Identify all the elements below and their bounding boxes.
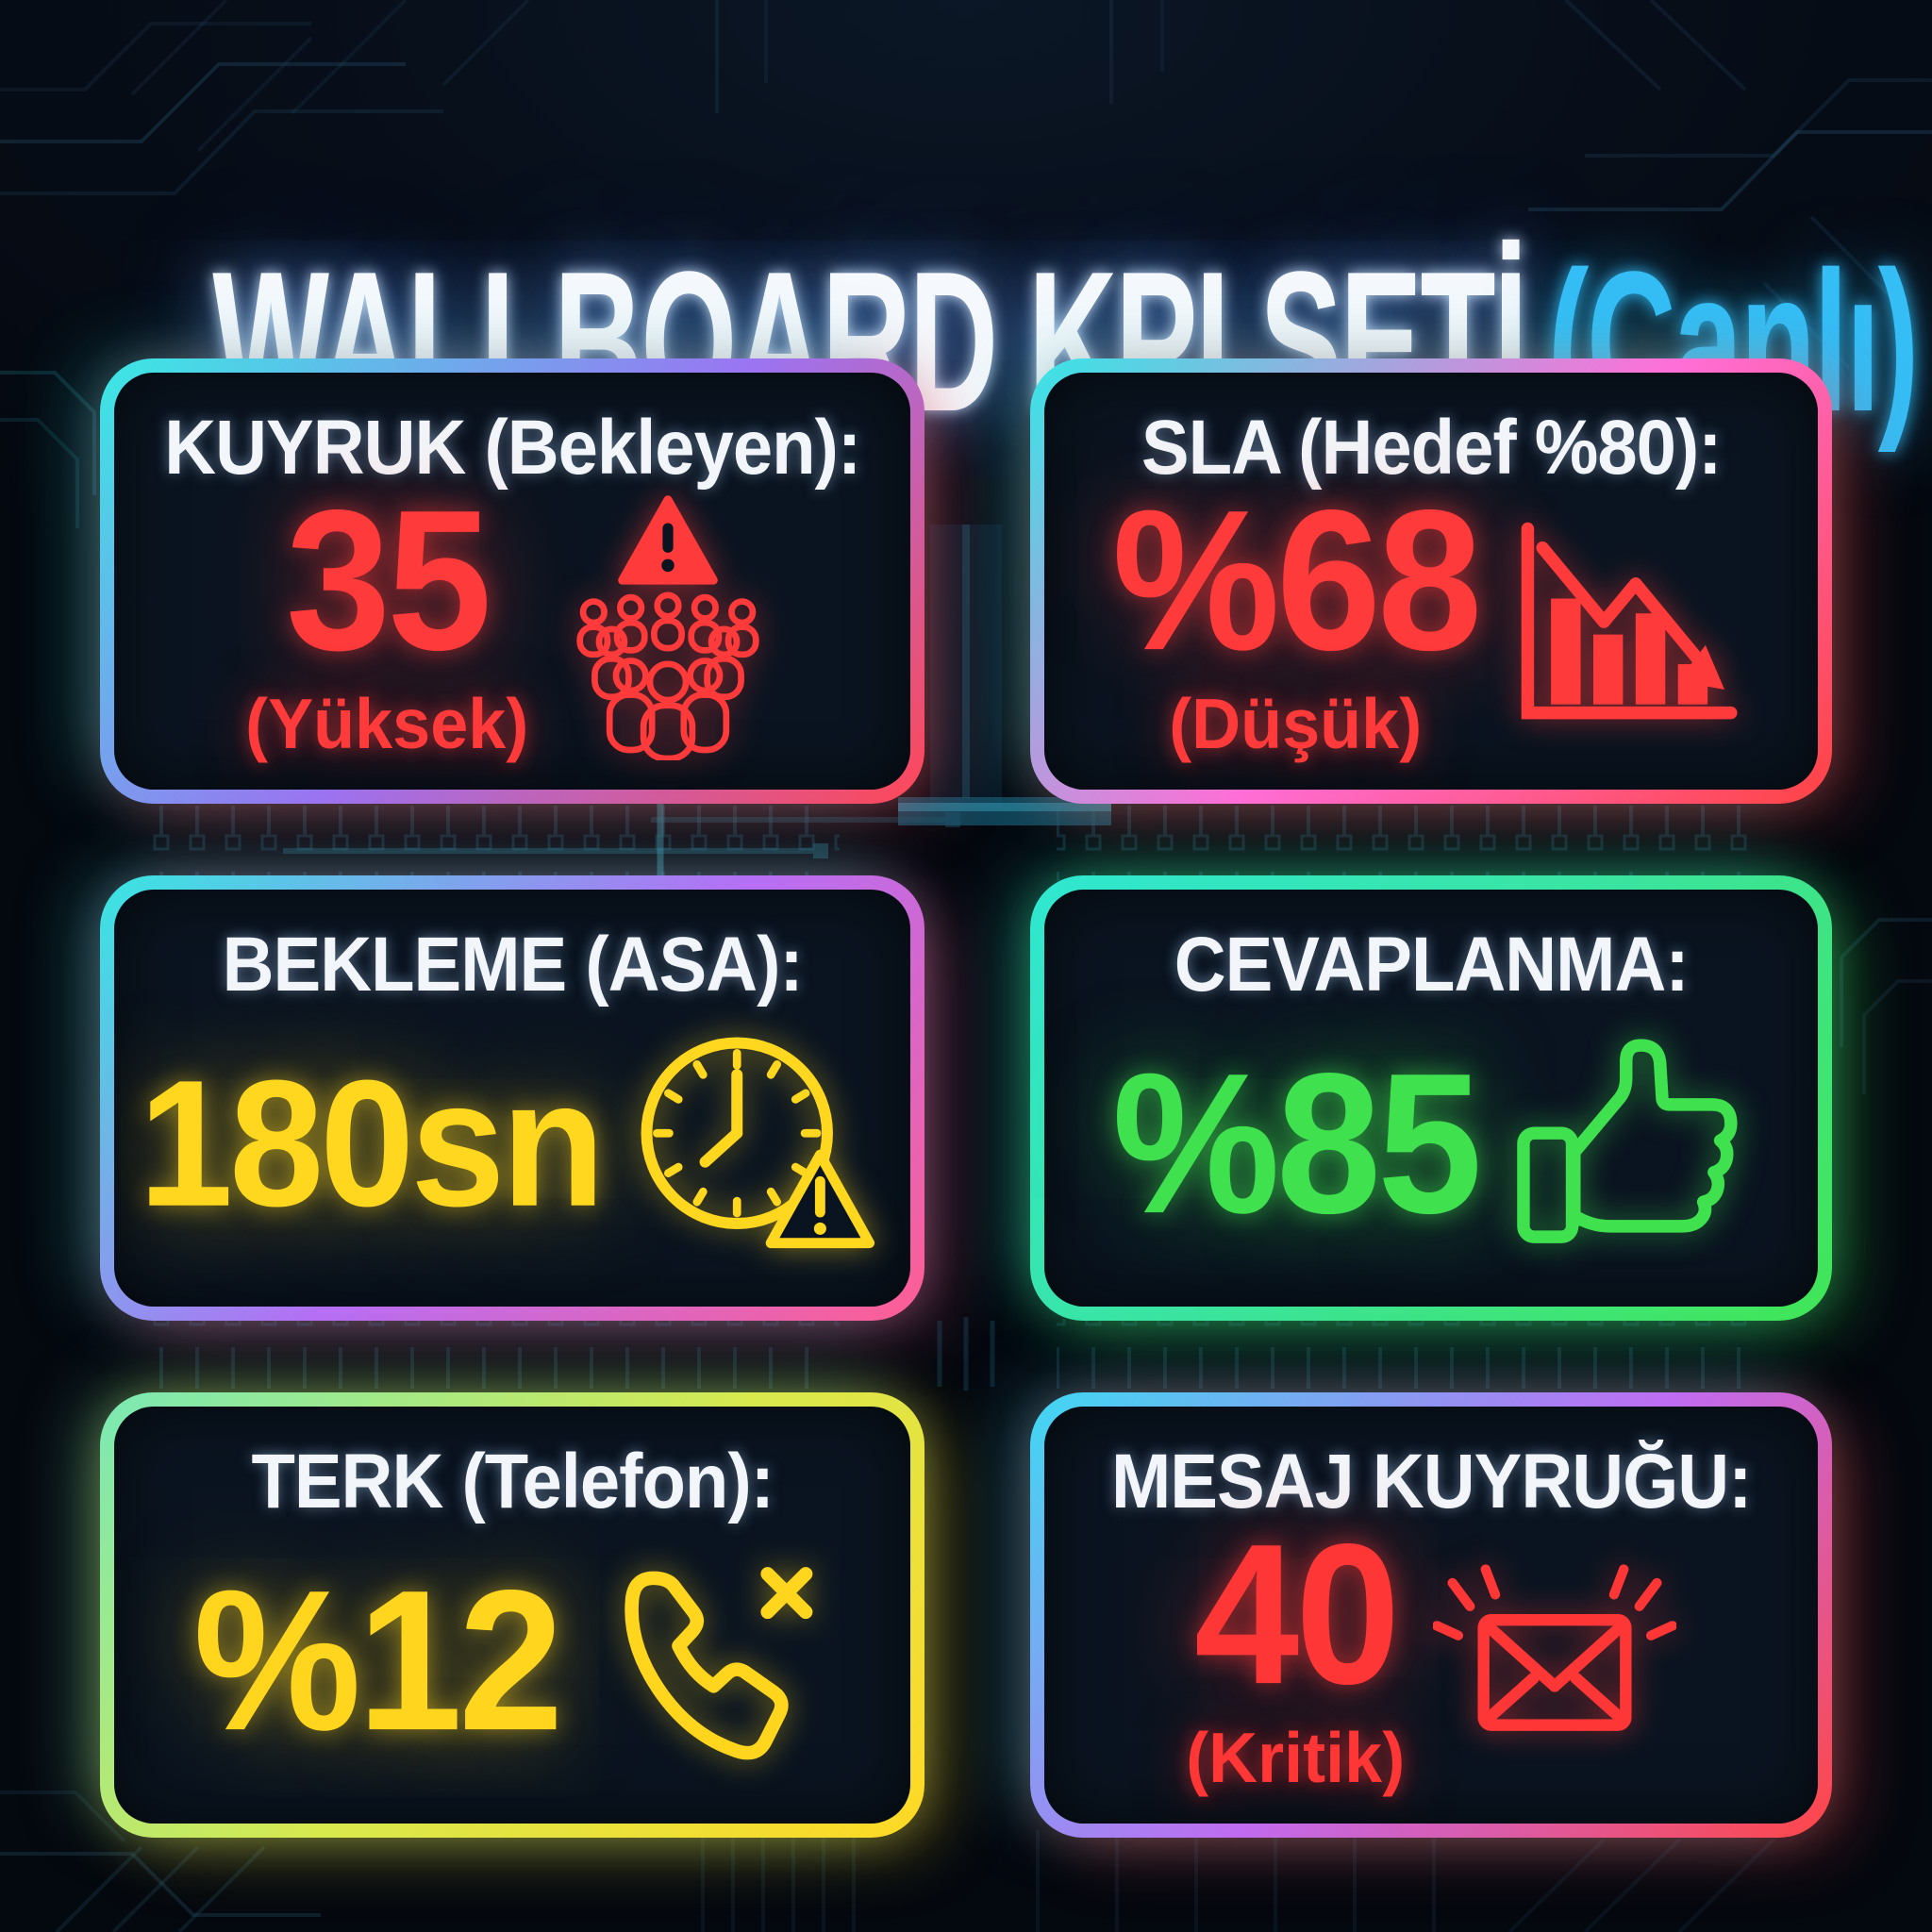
declining-chart-icon [1507,516,1750,739]
card-body: TERK (Telefon): %12 [114,1407,911,1824]
phone-missed-icon [588,1544,831,1777]
card-sla: SLA (Hedef %80): %68 (Düşük) [1030,358,1832,804]
card-message-queue: MESAJ KUYRUĞU: 40 (Kritik) [1030,1392,1832,1838]
card-label: TERK (Telefon): [251,1438,774,1525]
card-queue-waiting: KUYRUK (Bekleyen): 35 (Yüksek) [100,358,925,804]
card-body: BEKLEME (ASA): 180sn [114,890,911,1307]
crowd-alert-icon [557,493,779,761]
card-label: BEKLEME (ASA): [222,921,804,1008]
kpi-value: %85 [1112,1031,1482,1256]
kpi-note: (Kritik) [1186,1718,1406,1798]
kpi-value: 40 [1193,1502,1400,1726]
kpi-note: (Düşük) [1169,684,1423,764]
card-body: CEVAPLANMA: %85 [1044,890,1818,1307]
card-body: SLA (Hedef %80): %68 (Düşük) [1044,373,1818,790]
card-label: KUYRUK (Bekleyen): [164,404,861,491]
card-label: CEVAPLANMA: [1174,921,1690,1008]
kpi-value: %12 [193,1548,563,1773]
card-wait-asa: BEKLEME (ASA): 180sn [100,875,925,1321]
kpi-value: 35 [285,468,491,692]
card-abandon-rate: TERK (Telefon): %12 [100,1392,925,1838]
card-label: MESAJ KUYRUĞU: [1110,1438,1752,1525]
card-body: KUYRUK (Bekleyen): 35 (Yüksek) [114,373,911,790]
card-label: SLA (Hedef %80): [1141,404,1723,491]
kpi-value: 180sn [139,1042,605,1245]
kpi-grid: KUYRUK (Bekleyen): 35 (Yüksek) [100,358,1832,1838]
card-answer-rate: CEVAPLANMA: %85 [1030,875,1832,1321]
mail-alert-icon [1433,1554,1677,1768]
kpi-note: (Yüksek) [245,684,529,764]
clock-warning-icon [629,1025,886,1261]
thumbs-up-icon [1507,1027,1750,1260]
card-body: MESAJ KUYRUĞU: 40 (Kritik) [1044,1407,1818,1824]
kpi-value: %68 [1112,468,1482,692]
